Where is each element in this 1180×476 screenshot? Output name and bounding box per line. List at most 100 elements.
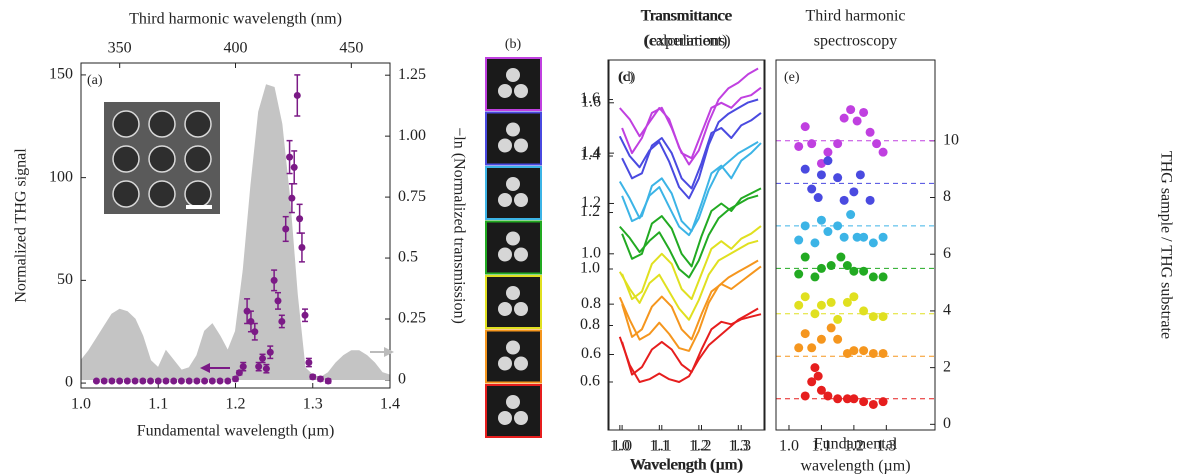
data-point — [251, 328, 259, 336]
data-point — [800, 122, 810, 132]
tick-label: 1.0 — [612, 438, 632, 455]
data-point — [878, 272, 888, 282]
data-point — [139, 377, 147, 385]
tick-label: 150 — [49, 66, 73, 83]
data-point — [849, 266, 859, 276]
tick-label: 0.75 — [398, 188, 426, 205]
plot-frame — [80, 62, 391, 389]
data-point — [224, 377, 232, 385]
spectrum-line — [618, 98, 759, 200]
data-point — [833, 334, 843, 344]
tick-label: 1.6 — [581, 93, 601, 110]
spectrum-line — [621, 86, 762, 160]
data-point — [810, 363, 820, 373]
y2-axis-label: −ln (Normalized transmission) — [450, 127, 467, 324]
data-point — [123, 377, 131, 385]
data-point — [813, 193, 823, 203]
thumbnail-disc — [514, 247, 528, 262]
y-axis-label: THG sample / THG substrate — [1157, 151, 1174, 339]
data-point — [800, 221, 810, 231]
thumbnail-disc — [506, 286, 520, 300]
data-point — [833, 394, 843, 404]
thumbnail-disc — [514, 302, 528, 316]
thumbnail-frame — [485, 57, 542, 111]
panel-label: (a) — [87, 73, 103, 88]
data-point — [800, 391, 810, 401]
tick-label: 1.0 — [581, 244, 601, 261]
data-point — [826, 261, 836, 271]
tick-label: 4 — [943, 302, 951, 319]
thumbnail-frame — [485, 329, 542, 384]
axis-arrows — [200, 347, 394, 373]
thumbnail-disc — [498, 138, 512, 153]
data-point — [823, 227, 833, 237]
thumbnail-disc — [506, 68, 520, 82]
data-point — [826, 323, 836, 333]
thumbnail-disc — [514, 138, 528, 153]
data-point — [842, 297, 852, 307]
data-point — [800, 292, 810, 302]
data-point — [859, 107, 869, 117]
data-point — [170, 377, 178, 385]
data-point — [852, 232, 862, 242]
data-point — [823, 156, 833, 166]
tick-label: 0 — [943, 415, 951, 432]
tick-label: 1.2 — [581, 194, 601, 211]
x-axis-label: Fundamental wavelength (µm) — [137, 423, 335, 440]
data-point — [872, 139, 882, 149]
x-axis-label: wavelength (µm) — [800, 458, 910, 475]
data-point — [816, 385, 826, 395]
data-point — [816, 334, 826, 344]
data-point — [259, 354, 267, 362]
tick-label: 0.6 — [580, 373, 600, 390]
data-point — [262, 365, 270, 373]
data-point — [878, 312, 888, 322]
data-point — [833, 221, 843, 231]
thumbnail-frame — [485, 166, 542, 220]
data-point — [816, 170, 826, 180]
data-point — [216, 377, 224, 385]
thumbnail-disc — [498, 411, 512, 425]
tick-label: 350 — [108, 40, 132, 57]
tick-label: 0.5 — [398, 249, 418, 266]
thumbnail-frame — [485, 384, 542, 438]
data-point — [92, 377, 100, 385]
data-point — [868, 348, 878, 358]
area-fill — [81, 84, 390, 380]
tick-label: 1.4 — [380, 396, 400, 413]
data-point — [162, 377, 170, 385]
data-point — [846, 105, 856, 115]
tick-label: 1.1 — [148, 396, 168, 413]
data-point — [810, 238, 820, 248]
data-point — [833, 139, 843, 149]
tick-label: 1.2 — [844, 438, 864, 455]
data-point — [794, 343, 804, 353]
tick-label: 1.3 — [876, 438, 896, 455]
tick-label: 1.00 — [398, 127, 426, 144]
panel-title: (experiment) — [645, 33, 728, 50]
data-point — [270, 276, 278, 284]
data-point — [836, 252, 846, 262]
tick-label: 1.25 — [398, 66, 426, 83]
data-point — [193, 377, 201, 385]
data-point — [278, 317, 286, 325]
data-point — [859, 232, 869, 242]
data-point — [865, 195, 875, 205]
data-point — [816, 300, 826, 310]
plot-frame — [775, 59, 936, 431]
data-point — [131, 377, 139, 385]
data-point — [807, 139, 817, 149]
data-point — [185, 377, 193, 385]
data-point — [201, 377, 209, 385]
thumbnail-disc — [506, 340, 520, 355]
data-point — [305, 359, 313, 367]
data-point — [296, 215, 304, 223]
tick-label: 1.0 — [71, 396, 91, 413]
data-point — [859, 346, 869, 356]
x-axis-label: Wavelength (µm) — [630, 457, 742, 474]
thumbnail-disc — [498, 356, 512, 371]
tick-label: 0.8 — [580, 316, 600, 333]
panel-title: (calculations) — [643, 33, 730, 50]
